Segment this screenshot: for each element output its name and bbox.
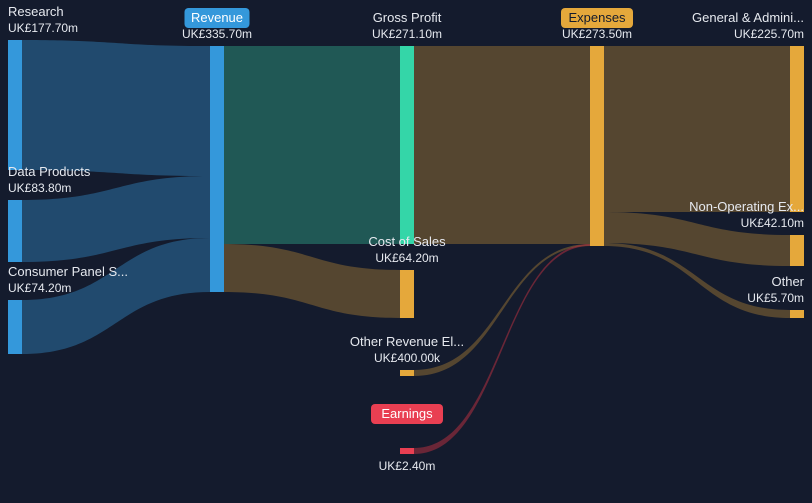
node-data_products <box>8 200 22 262</box>
link-gross_profit-expenses <box>414 46 590 244</box>
node-cost_of_sales <box>400 270 414 318</box>
node-gen_admin <box>790 46 804 212</box>
link-research-revenue <box>22 40 210 176</box>
node-revenue <box>210 46 224 292</box>
label-earnings: Earnings <box>381 406 433 421</box>
value-revenue: UK£335.70m <box>182 27 252 41</box>
node-other_rev_el <box>400 370 414 376</box>
label-research: Research <box>8 4 64 19</box>
value-gross_profit: UK£271.10m <box>372 27 442 41</box>
label-non_op_exp: Non-Operating Ex... <box>689 199 804 214</box>
value-research: UK£177.70m <box>8 21 78 35</box>
value-cost_of_sales: UK£64.20m <box>375 251 438 265</box>
link-revenue-gross_profit <box>224 46 400 244</box>
value-consumer_panel: UK£74.20m <box>8 281 71 295</box>
link-expenses-gen_admin <box>604 46 790 212</box>
label-expenses: Expenses <box>568 10 626 25</box>
node-other <box>790 310 804 318</box>
node-consumer_panel <box>8 300 22 354</box>
value-other_rev_el: UK£400.00k <box>374 351 441 365</box>
label-gross_profit: Gross Profit <box>373 10 442 25</box>
value-other: UK£5.70m <box>747 291 804 305</box>
node-research <box>8 40 22 170</box>
label-consumer_panel: Consumer Panel S... <box>8 264 128 279</box>
node-expenses <box>590 46 604 246</box>
node-earnings <box>400 448 414 454</box>
node-non_op_exp <box>790 235 804 266</box>
label-revenue: Revenue <box>191 10 243 25</box>
label-data_products: Data Products <box>8 164 91 179</box>
value-expenses: UK£273.50m <box>562 27 632 41</box>
value-gen_admin: UK£225.70m <box>734 27 804 41</box>
label-gen_admin: General & Admini... <box>692 10 804 25</box>
node-gross_profit <box>400 46 414 244</box>
label-other: Other <box>771 274 804 289</box>
value-non_op_exp: UK£42.10m <box>741 216 804 230</box>
value-data_products: UK£83.80m <box>8 181 71 195</box>
label-cost_of_sales: Cost of Sales <box>368 234 446 249</box>
value-earnings: UK£2.40m <box>379 459 436 473</box>
sankey-chart: Research UK£177.70m Data Products UK£83.80m… <box>0 0 812 503</box>
label-other_rev_el: Other Revenue El... <box>350 334 464 349</box>
